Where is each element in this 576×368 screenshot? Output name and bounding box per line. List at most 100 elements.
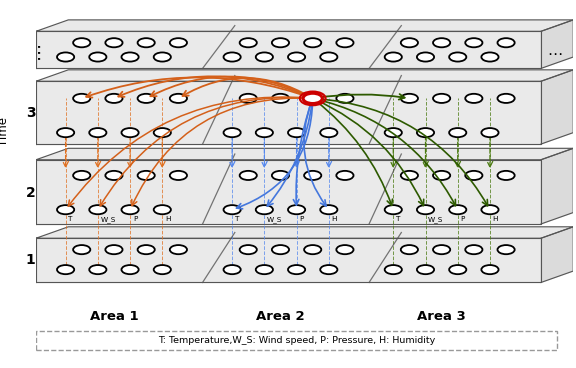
Polygon shape xyxy=(541,70,573,144)
Circle shape xyxy=(498,94,515,103)
Circle shape xyxy=(240,38,257,47)
Circle shape xyxy=(105,38,123,47)
Circle shape xyxy=(154,205,171,214)
Circle shape xyxy=(138,38,155,47)
Circle shape xyxy=(336,245,354,254)
FancyArrowPatch shape xyxy=(304,101,326,206)
Text: W_S: W_S xyxy=(428,216,444,223)
Circle shape xyxy=(449,52,467,61)
Circle shape xyxy=(138,94,155,103)
Text: H: H xyxy=(165,216,170,222)
FancyArrowPatch shape xyxy=(183,78,310,97)
Circle shape xyxy=(465,38,483,47)
Circle shape xyxy=(73,245,90,254)
FancyBboxPatch shape xyxy=(36,331,557,350)
Text: ⋯: ⋯ xyxy=(30,41,48,59)
FancyArrowPatch shape xyxy=(118,76,310,97)
Circle shape xyxy=(385,128,402,137)
Circle shape xyxy=(417,205,434,214)
Circle shape xyxy=(417,128,434,137)
FancyArrowPatch shape xyxy=(69,97,310,206)
Circle shape xyxy=(105,171,123,180)
Circle shape xyxy=(57,205,74,214)
Text: 1: 1 xyxy=(26,252,36,267)
Circle shape xyxy=(170,94,187,103)
Circle shape xyxy=(449,128,467,137)
FancyArrowPatch shape xyxy=(237,101,313,209)
Circle shape xyxy=(433,94,450,103)
FancyArrowPatch shape xyxy=(86,77,310,98)
Text: T: Temperature,W_S: Wind speed, P: Pressure, H: Humidity: T: Temperature,W_S: Wind speed, P: Press… xyxy=(158,336,435,345)
Circle shape xyxy=(105,245,123,254)
Circle shape xyxy=(256,128,273,137)
Circle shape xyxy=(336,94,354,103)
Circle shape xyxy=(304,171,321,180)
Circle shape xyxy=(401,171,418,180)
Circle shape xyxy=(223,205,241,214)
Polygon shape xyxy=(541,148,573,224)
FancyArrowPatch shape xyxy=(293,101,312,205)
FancyArrowPatch shape xyxy=(315,99,424,205)
Circle shape xyxy=(320,205,338,214)
Circle shape xyxy=(89,205,107,214)
Circle shape xyxy=(154,52,171,61)
Text: P: P xyxy=(300,216,304,222)
Circle shape xyxy=(105,94,123,103)
FancyArrowPatch shape xyxy=(316,94,405,100)
Text: ⋯: ⋯ xyxy=(547,47,562,62)
FancyArrowPatch shape xyxy=(132,98,310,206)
Circle shape xyxy=(320,128,338,137)
Circle shape xyxy=(223,265,241,274)
Circle shape xyxy=(288,205,305,214)
FancyArrowPatch shape xyxy=(316,99,456,206)
Circle shape xyxy=(385,205,402,214)
Text: Area 1: Area 1 xyxy=(90,310,138,323)
Circle shape xyxy=(304,38,321,47)
Circle shape xyxy=(304,245,321,254)
Text: Area 3: Area 3 xyxy=(417,310,466,323)
Circle shape xyxy=(240,245,257,254)
Circle shape xyxy=(482,128,499,137)
Circle shape xyxy=(138,245,155,254)
Circle shape xyxy=(417,265,434,274)
Circle shape xyxy=(433,38,450,47)
Circle shape xyxy=(138,171,155,180)
Circle shape xyxy=(170,38,187,47)
Circle shape xyxy=(336,171,354,180)
Circle shape xyxy=(401,38,418,47)
Circle shape xyxy=(465,94,483,103)
Circle shape xyxy=(272,245,289,254)
Circle shape xyxy=(223,128,241,137)
Circle shape xyxy=(288,265,305,274)
Circle shape xyxy=(385,52,402,61)
Text: Area 2: Area 2 xyxy=(256,310,305,323)
Circle shape xyxy=(57,128,74,137)
FancyArrowPatch shape xyxy=(315,100,392,205)
Circle shape xyxy=(288,128,305,137)
Circle shape xyxy=(89,52,107,61)
Circle shape xyxy=(256,52,273,61)
Circle shape xyxy=(240,171,257,180)
Circle shape xyxy=(304,94,321,103)
FancyArrowPatch shape xyxy=(316,99,488,206)
Circle shape xyxy=(449,205,467,214)
Circle shape xyxy=(498,245,515,254)
Circle shape xyxy=(465,245,483,254)
Polygon shape xyxy=(36,70,573,81)
FancyArrowPatch shape xyxy=(267,101,312,206)
Circle shape xyxy=(89,265,107,274)
Circle shape xyxy=(272,38,289,47)
Text: 2: 2 xyxy=(26,185,36,199)
Polygon shape xyxy=(36,81,541,144)
Circle shape xyxy=(320,265,338,274)
Circle shape xyxy=(482,265,499,274)
Circle shape xyxy=(401,94,418,103)
Polygon shape xyxy=(36,227,573,238)
Circle shape xyxy=(465,171,483,180)
Circle shape xyxy=(73,38,90,47)
Text: T: T xyxy=(396,216,400,222)
Text: H: H xyxy=(332,216,337,222)
Circle shape xyxy=(73,94,90,103)
Circle shape xyxy=(482,52,499,61)
Polygon shape xyxy=(36,31,541,68)
